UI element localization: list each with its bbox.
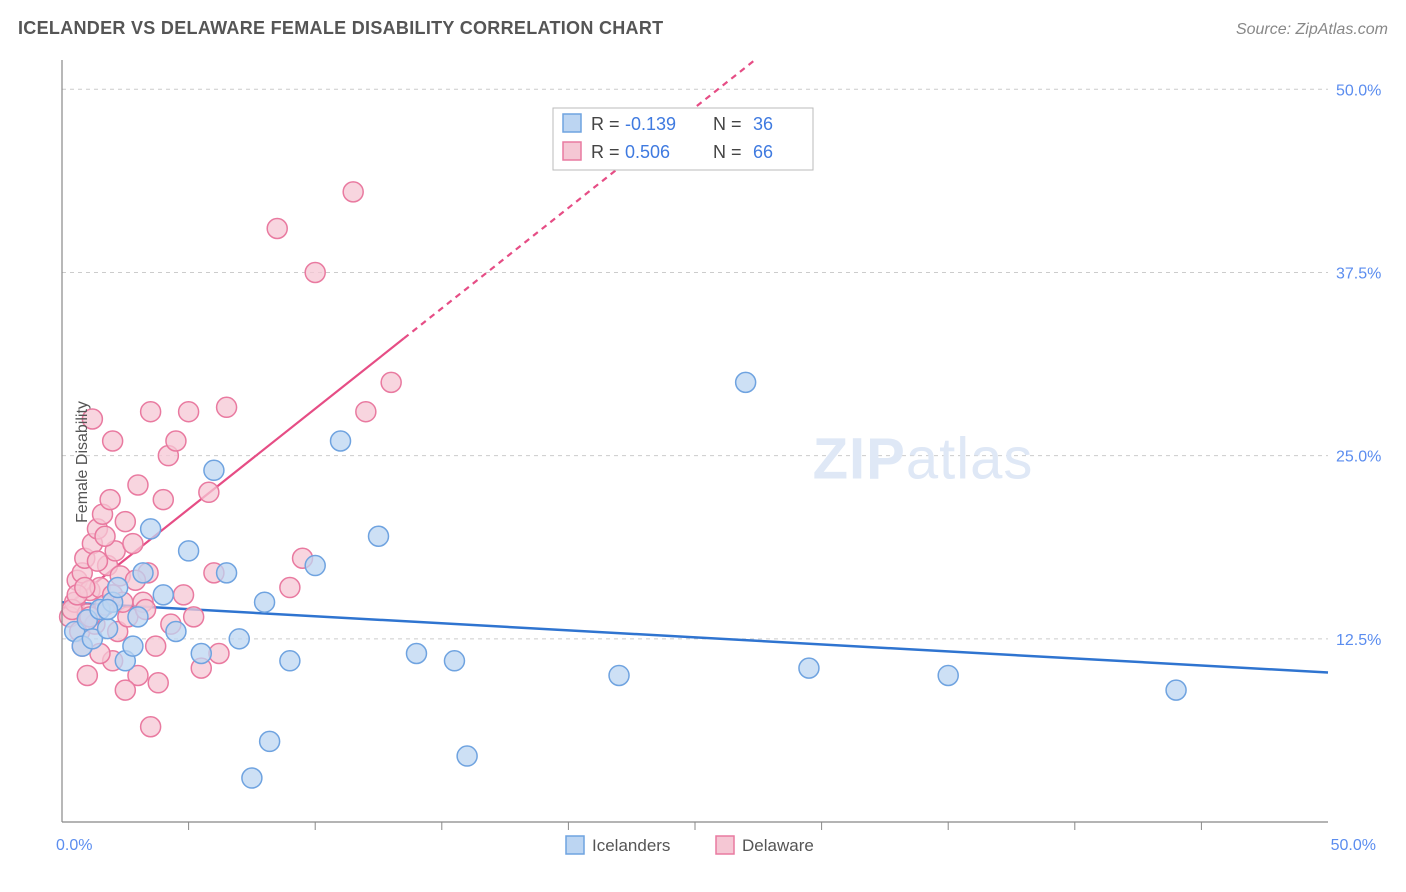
data-point xyxy=(166,622,186,642)
legend-swatch xyxy=(716,836,734,854)
data-point xyxy=(242,768,262,788)
data-point xyxy=(280,651,300,671)
data-point xyxy=(938,665,958,685)
x-min-label: 0.0% xyxy=(56,837,92,854)
data-point xyxy=(305,262,325,282)
y-tick-label: 12.5% xyxy=(1336,632,1381,649)
data-point xyxy=(77,665,97,685)
data-point xyxy=(799,658,819,678)
watermark: ZIPatlas xyxy=(813,426,1034,491)
legend-swatch xyxy=(563,142,581,160)
legend-n-label: N = xyxy=(713,114,742,134)
data-point xyxy=(87,551,107,571)
data-point xyxy=(123,636,143,656)
data-point xyxy=(115,680,135,700)
data-point xyxy=(736,372,756,392)
data-point xyxy=(260,731,280,751)
data-point xyxy=(123,534,143,554)
legend-swatch xyxy=(566,836,584,854)
data-point xyxy=(75,578,95,598)
data-point xyxy=(100,490,120,510)
data-point xyxy=(103,431,123,451)
data-point xyxy=(267,219,287,239)
data-point xyxy=(217,563,237,583)
data-point xyxy=(406,643,426,663)
data-point xyxy=(115,512,135,532)
trend-line-ext-delaware xyxy=(404,60,755,338)
data-point xyxy=(146,636,166,656)
data-point xyxy=(204,460,224,480)
data-point xyxy=(457,746,477,766)
data-point xyxy=(95,526,115,546)
legend-n-value: 66 xyxy=(753,142,773,162)
data-point xyxy=(184,607,204,627)
title-bar: ICELANDER VS DELAWARE FEMALE DISABILITY … xyxy=(18,18,1388,39)
data-point xyxy=(369,526,389,546)
legend-series-label: Delaware xyxy=(742,836,814,855)
legend-n-value: 36 xyxy=(753,114,773,134)
data-point xyxy=(444,651,464,671)
data-point xyxy=(141,402,161,422)
legend-r-value: 0.506 xyxy=(625,142,670,162)
source-attribution: Source: ZipAtlas.com xyxy=(1236,21,1388,39)
data-point xyxy=(217,397,237,417)
data-point xyxy=(381,372,401,392)
data-point xyxy=(128,607,148,627)
data-point xyxy=(166,431,186,451)
y-tick-label: 37.5% xyxy=(1336,265,1381,282)
data-point xyxy=(191,643,211,663)
y-tick-label: 50.0% xyxy=(1336,82,1381,99)
data-point xyxy=(98,600,118,620)
data-point xyxy=(255,592,275,612)
legend-series-label: Icelanders xyxy=(592,836,670,855)
data-point xyxy=(331,431,351,451)
data-point xyxy=(280,578,300,598)
legend-r-value: -0.139 xyxy=(625,114,676,134)
chart-title: ICELANDER VS DELAWARE FEMALE DISABILITY … xyxy=(18,18,663,39)
legend-swatch xyxy=(563,114,581,132)
x-max-label: 50.0% xyxy=(1331,837,1376,854)
data-point xyxy=(179,402,199,422)
data-point xyxy=(133,563,153,583)
data-point xyxy=(98,619,118,639)
data-point xyxy=(343,182,363,202)
data-point xyxy=(609,665,629,685)
data-point xyxy=(1166,680,1186,700)
data-point xyxy=(174,585,194,605)
data-point xyxy=(141,717,161,737)
data-point xyxy=(128,475,148,495)
y-tick-label: 25.0% xyxy=(1336,449,1381,466)
data-point xyxy=(229,629,249,649)
data-point xyxy=(108,578,128,598)
data-point xyxy=(179,541,199,561)
data-point xyxy=(153,585,173,605)
scatter-chart: 12.5% 25.0% 37.5% 50.0% ZIPatlas 0.0% 50.0% R =… xyxy=(18,50,1388,874)
legend-r-label: R = xyxy=(591,142,620,162)
plot-area: Female Disability 12.5% 25.0% 37.5% 50.0% ZI… xyxy=(18,50,1388,874)
legend-r-label: R = xyxy=(591,114,620,134)
y-axis-title: Female Disability xyxy=(74,401,92,523)
data-point xyxy=(148,673,168,693)
data-point xyxy=(305,556,325,576)
data-point xyxy=(141,519,161,539)
trend-line-icelanders xyxy=(62,602,1328,672)
data-point xyxy=(153,490,173,510)
data-point xyxy=(199,482,219,502)
legend-n-label: N = xyxy=(713,142,742,162)
data-point xyxy=(356,402,376,422)
